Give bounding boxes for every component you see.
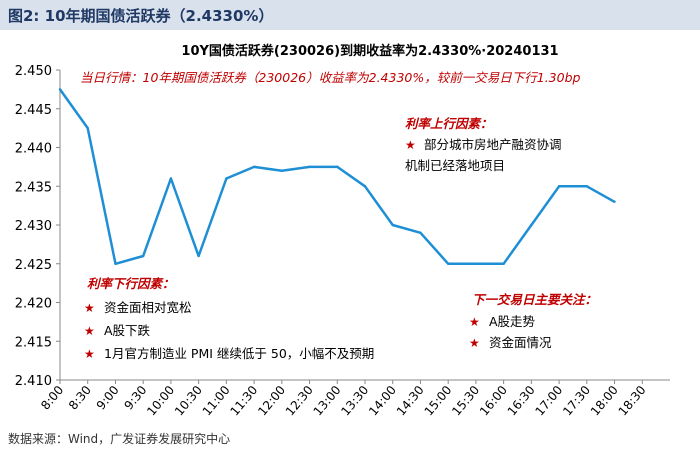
data-point bbox=[308, 165, 311, 169]
x-tick-label: 17:30 bbox=[560, 383, 593, 418]
figure-header: 图2: 10年期国债活跃券（2.4330%） bbox=[0, 0, 700, 30]
x-tick-label: 17:00 bbox=[532, 383, 565, 418]
next-day-focus-item: A股走势 bbox=[489, 314, 536, 329]
y-tick-label: 2.450 bbox=[15, 64, 52, 79]
chart-title: 10Y国债活跃券(230026)到期收益率为2.4330%·20240131 bbox=[181, 43, 558, 59]
x-tick-label: 13:30 bbox=[338, 383, 371, 418]
y-tick-label: 2.435 bbox=[15, 180, 52, 195]
data-point bbox=[86, 126, 89, 130]
y-tick-label: 2.410 bbox=[15, 374, 52, 389]
x-tick-label: 10:00 bbox=[144, 383, 177, 418]
x-tick-label: 10:30 bbox=[172, 383, 205, 418]
down-factor-item: A股下跌 bbox=[104, 323, 151, 338]
down-factor-item: 1月官方制造业 PMI 继续低于 50，小幅不及预期 bbox=[104, 346, 374, 361]
up-factor-item: 部分城市房地产融资协调 bbox=[424, 137, 562, 152]
data-point bbox=[613, 200, 616, 203]
data-point bbox=[336, 165, 339, 169]
data-point bbox=[280, 169, 284, 172]
x-tick-label: 12:30 bbox=[283, 383, 316, 418]
star-icon: ★ bbox=[84, 347, 95, 361]
yield-line-chart: 10Y国债活跃券(230026)到期收益率为2.4330%·20240131 2… bbox=[15, 43, 670, 418]
data-point bbox=[474, 262, 478, 265]
x-tick-label: 11:30 bbox=[227, 383, 260, 418]
source-note: 数据来源：Wind，广发证券发展研究中心 bbox=[8, 432, 231, 446]
y-tick-label: 2.415 bbox=[15, 335, 52, 350]
next-day-focus-item: 资金面情况 bbox=[489, 335, 552, 350]
data-point bbox=[391, 223, 394, 227]
x-tick-label: 8:30 bbox=[66, 383, 94, 413]
x-tick-label: 14:00 bbox=[366, 383, 399, 418]
x-tick-label: 18:30 bbox=[616, 383, 649, 418]
y-tick-label: 2.445 bbox=[15, 103, 52, 118]
data-point bbox=[225, 177, 228, 180]
data-point bbox=[252, 165, 256, 169]
next-day-focus-title: 下一交易日主要关注： bbox=[472, 292, 597, 307]
y-tick-label: 2.440 bbox=[15, 142, 52, 157]
x-tick-label: 15:30 bbox=[449, 383, 482, 418]
data-point bbox=[114, 262, 117, 265]
y-tick-label: 2.425 bbox=[15, 258, 52, 273]
data-point bbox=[530, 223, 533, 227]
y-tick-label: 2.420 bbox=[15, 297, 52, 312]
series-line-group bbox=[58, 88, 616, 266]
data-point bbox=[197, 254, 200, 258]
down-factors-title: 利率下行因素： bbox=[87, 276, 175, 291]
x-tick-label: 13:00 bbox=[311, 383, 344, 418]
x-tick-label: 9:00 bbox=[94, 383, 122, 413]
data-point bbox=[446, 262, 450, 265]
x-tick-label: 18:00 bbox=[588, 383, 621, 418]
y-ticks: 2.410 2.415 2.420 2.425 2.430 2.435 2.440 2.445… bbox=[15, 64, 60, 389]
data-point bbox=[419, 231, 422, 234]
figure-title: 图2: 10年期国债活跃券（2.4330%） bbox=[8, 7, 274, 25]
data-point bbox=[363, 185, 367, 188]
data-point bbox=[58, 88, 62, 91]
star-icon: ★ bbox=[469, 315, 480, 329]
data-point bbox=[557, 185, 561, 188]
x-tick-label: 14:30 bbox=[394, 383, 427, 418]
data-point bbox=[141, 254, 145, 258]
star-icon: ★ bbox=[84, 324, 95, 338]
star-icon: ★ bbox=[84, 301, 95, 315]
star-icon: ★ bbox=[405, 138, 416, 152]
up-factor-item: 机制已经落地项目 bbox=[405, 158, 505, 173]
down-factor-item: 资金面相对宽松 bbox=[104, 300, 192, 315]
x-tick-label: 15:00 bbox=[422, 383, 455, 418]
today-summary: 当日行情：10年期国债活跃券（230026）收益率为2.4330%，较前一交易日… bbox=[80, 70, 581, 85]
yield-series-line bbox=[58, 88, 616, 266]
star-icon: ★ bbox=[469, 336, 480, 350]
x-tick-label: 16:30 bbox=[505, 383, 538, 418]
x-tick-label: 11:00 bbox=[200, 383, 233, 418]
x-tick-label: 16:00 bbox=[477, 383, 510, 418]
data-point bbox=[169, 177, 173, 180]
up-factors-title: 利率上行因素： bbox=[405, 116, 493, 131]
data-point bbox=[502, 262, 505, 265]
data-point bbox=[585, 185, 589, 188]
x-tick-label: 12:00 bbox=[255, 383, 288, 418]
y-tick-label: 2.430 bbox=[15, 219, 52, 234]
x-ticks: 8:00 8:30 9:00 9:3010:0010:3011:0011:3012:0… bbox=[38, 380, 649, 418]
